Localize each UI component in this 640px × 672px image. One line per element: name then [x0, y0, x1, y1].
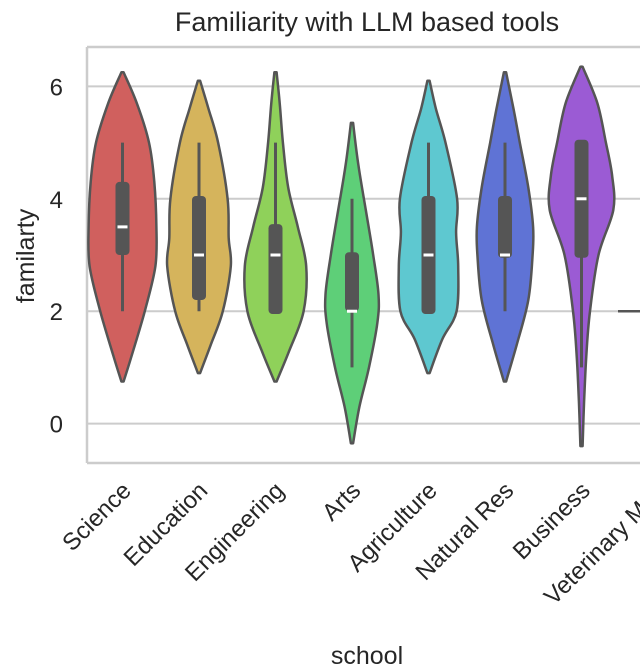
- x-axis-label: school: [331, 642, 403, 670]
- violin-box-1: [192, 195, 206, 300]
- violin-box-3: [345, 252, 359, 312]
- violin-box-0: [115, 181, 130, 255]
- violin-box-2: [268, 224, 283, 315]
- y-tick-label: 0: [50, 412, 63, 439]
- y-tick-label: 2: [50, 299, 63, 326]
- y-axis-label: familarty: [12, 208, 40, 303]
- violin-box-5: [498, 195, 512, 258]
- x-tick-label: Science: [57, 477, 136, 556]
- chart-title: Familiarity with LLM based tools: [175, 7, 559, 37]
- x-tick-label: Arts: [317, 477, 366, 526]
- y-tick-label: 4: [50, 187, 63, 214]
- y-tick-label: 6: [50, 74, 63, 101]
